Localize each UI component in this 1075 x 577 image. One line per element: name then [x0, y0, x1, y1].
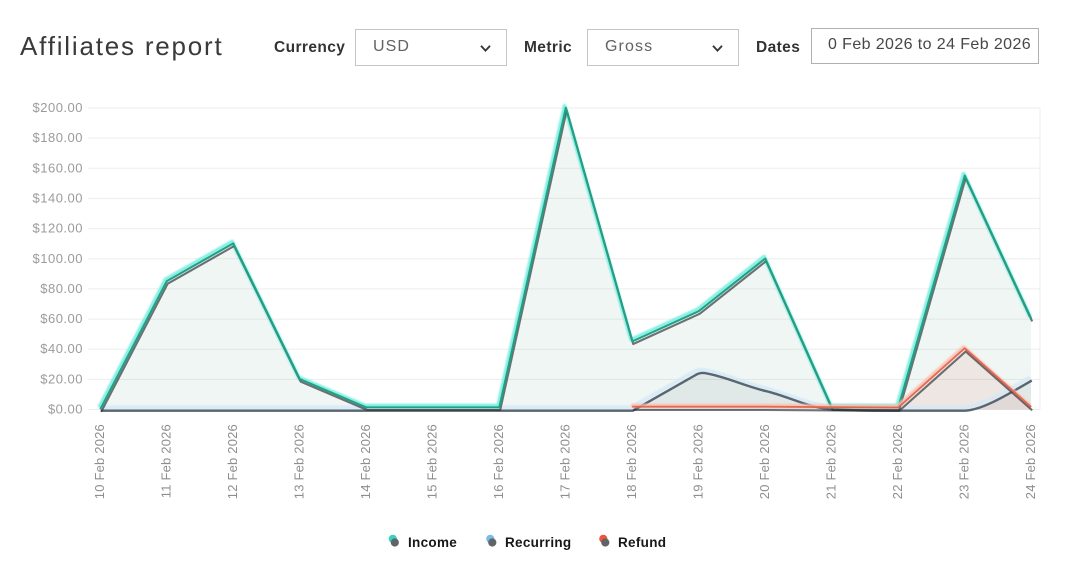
svg-text:15 Feb 2026: 15 Feb 2026: [425, 424, 440, 499]
svg-text:$180.00: $180.00: [33, 130, 84, 145]
svg-text:$200.00: $200.00: [33, 100, 84, 115]
svg-text:$120.00: $120.00: [33, 221, 84, 236]
svg-text:22 Feb 2026: 22 Feb 2026: [890, 424, 905, 499]
svg-text:$60.00: $60.00: [40, 311, 83, 326]
svg-text:17 Feb 2026: 17 Feb 2026: [558, 424, 573, 499]
svg-text:24 Feb 2026: 24 Feb 2026: [1023, 424, 1038, 499]
svg-text:$160.00: $160.00: [33, 160, 84, 175]
svg-text:$140.00: $140.00: [33, 190, 84, 205]
svg-text:13 Feb 2026: 13 Feb 2026: [292, 424, 307, 499]
svg-text:12 Feb 2026: 12 Feb 2026: [225, 424, 240, 499]
svg-text:21 Feb 2026: 21 Feb 2026: [824, 424, 839, 499]
svg-text:23 Feb 2026: 23 Feb 2026: [957, 424, 972, 499]
svg-text:$100.00: $100.00: [33, 251, 84, 266]
svg-text:20 Feb 2026: 20 Feb 2026: [757, 424, 772, 499]
svg-text:10 Feb 2026: 10 Feb 2026: [92, 424, 107, 499]
svg-text:Refund: Refund: [618, 535, 666, 550]
svg-text:14 Feb 2026: 14 Feb 2026: [358, 424, 373, 499]
svg-text:18 Feb 2026: 18 Feb 2026: [624, 424, 639, 499]
svg-text:$80.00: $80.00: [40, 281, 83, 296]
svg-text:$20.00: $20.00: [40, 371, 83, 386]
svg-text:Income: Income: [408, 535, 457, 550]
svg-text:19 Feb 2026: 19 Feb 2026: [691, 424, 706, 499]
svg-text:16 Feb 2026: 16 Feb 2026: [491, 424, 506, 499]
svg-text:$0.00: $0.00: [48, 402, 83, 417]
svg-text:Recurring: Recurring: [505, 535, 571, 550]
svg-text:11 Feb 2026: 11 Feb 2026: [159, 424, 174, 498]
svg-text:$40.00: $40.00: [40, 341, 83, 356]
